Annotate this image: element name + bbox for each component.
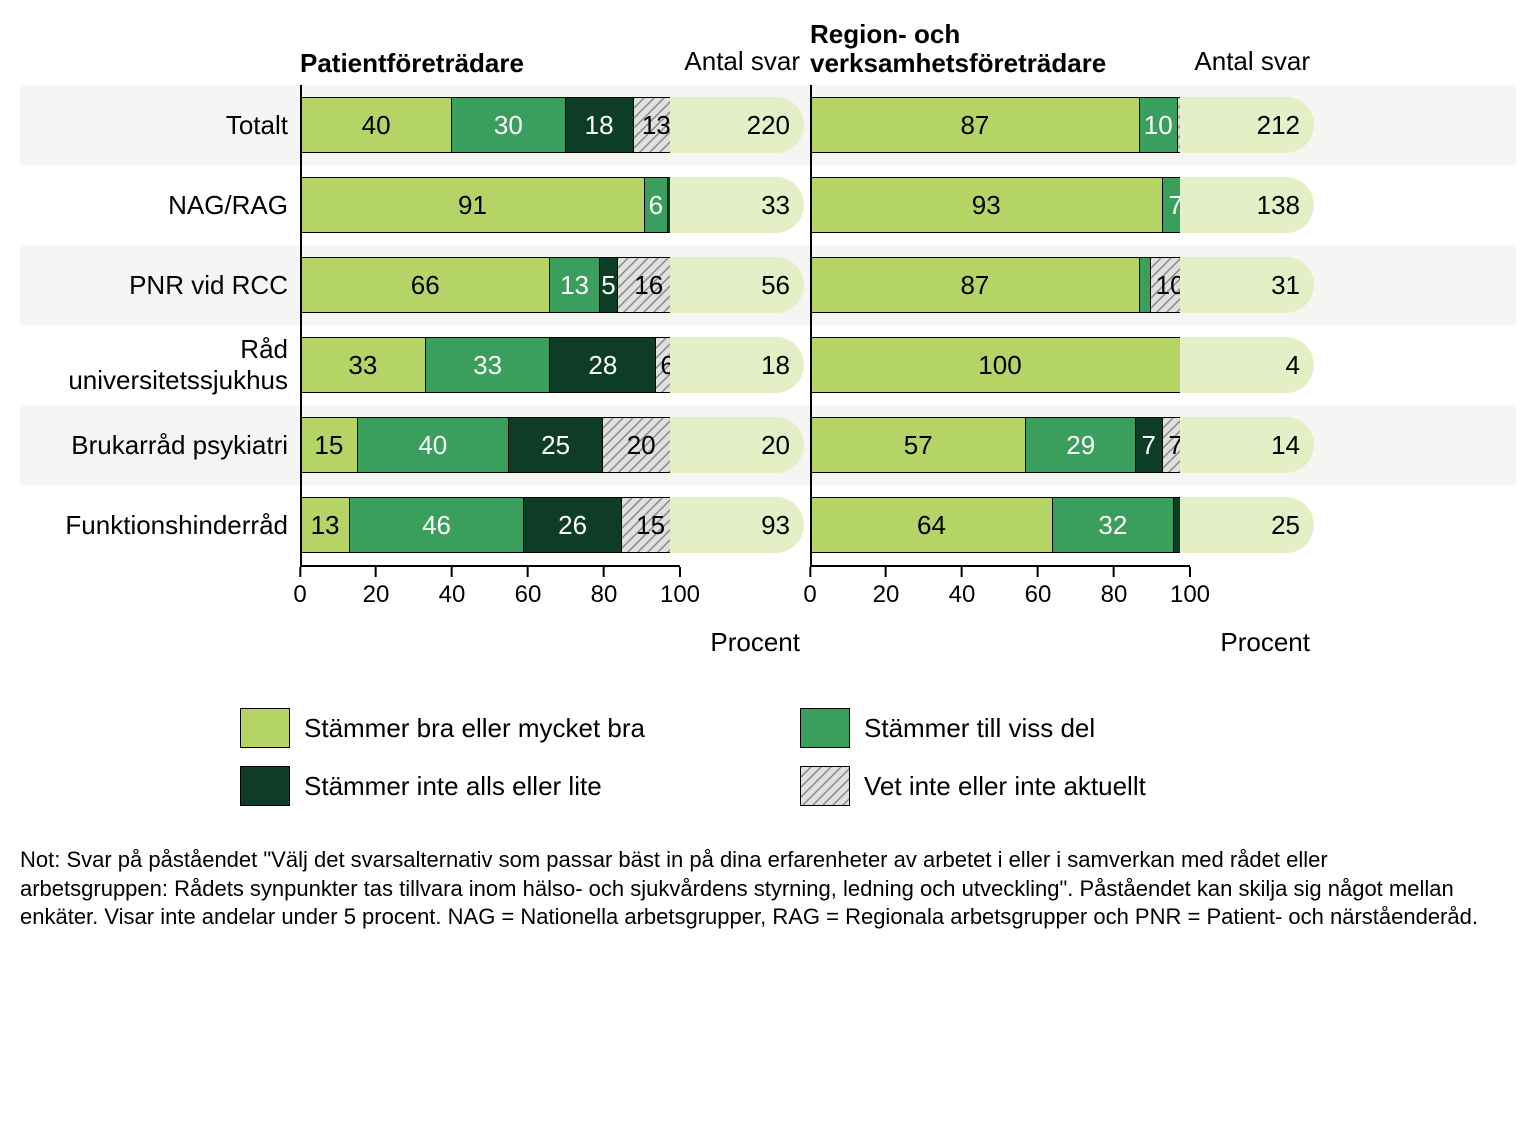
data-row: PNR vid RCC661351656871031	[20, 245, 1516, 325]
antal-value: 20	[761, 430, 790, 461]
bar-segment: 25	[509, 418, 604, 472]
bar-segment: 87	[811, 258, 1140, 312]
legend-item: Stämmer till viss del	[800, 708, 1320, 748]
bar-segment: 29	[1026, 418, 1136, 472]
bar-segment: 26	[524, 498, 622, 552]
antal-value: 212	[1257, 110, 1300, 141]
axis-tick: 80	[1101, 567, 1128, 609]
legend-item: Stämmer inte alls eller lite	[240, 766, 760, 806]
bar-segment	[1140, 258, 1151, 312]
legend-label: Vet inte eller inte aktuellt	[864, 771, 1146, 802]
footnote: Not: Svar på påståendet "Välj det svarsa…	[20, 846, 1480, 932]
row-label: NAG/RAG	[20, 190, 300, 221]
rows: Totalt403018132208710212NAG/RAG916339371…	[20, 85, 1516, 565]
axis-ticks-left: 020406080100	[300, 567, 680, 617]
axis-tick: 100	[1170, 567, 1210, 609]
row-label: Råd universitetssjukhus	[20, 334, 300, 396]
bar-segment: 13	[550, 258, 599, 312]
bar-segment: 46	[350, 498, 524, 552]
left-panel-title: Patientföreträdare	[300, 49, 680, 78]
bar-segment: 20	[603, 418, 679, 472]
data-row: Brukarråd psykiatri154025202057297714	[20, 405, 1516, 485]
antal-value: 93	[761, 510, 790, 541]
row-label: Funktionshinderråd	[20, 510, 300, 541]
legend-label: Stämmer bra eller mycket bra	[304, 713, 645, 744]
bar-segment: 66	[301, 258, 550, 312]
axis-ticks-right: 020406080100	[810, 567, 1190, 617]
chart: Patientföreträdare Antal svar Region- oc…	[20, 20, 1516, 932]
bar-segment: 32	[1053, 498, 1174, 552]
bar-segment: 64	[811, 498, 1053, 552]
bar-segment: 15	[301, 418, 358, 472]
bar-segment: 7	[1136, 418, 1162, 472]
axis-tick: 60	[1025, 567, 1052, 609]
antal-value: 4	[1286, 350, 1300, 381]
bar-segment: 18	[566, 98, 634, 152]
antal-value: 18	[761, 350, 790, 381]
axis-tick: 40	[439, 567, 466, 609]
row-label: Totalt	[20, 110, 300, 141]
bar-segment: 91	[301, 178, 645, 232]
header-row: Patientföreträdare Antal svar Region- oc…	[20, 20, 1516, 77]
axis-label-right: Procent	[810, 627, 1320, 658]
bar-segment: 6	[645, 178, 668, 232]
bar-segment: 30	[452, 98, 565, 152]
bar-segment: 100	[811, 338, 1189, 392]
axis-tick: 20	[873, 567, 900, 609]
legend-label: Stämmer till viss del	[864, 713, 1095, 744]
legend-item: Stämmer bra eller mycket bra	[240, 708, 760, 748]
bar-segment: 40	[301, 98, 452, 152]
right-panel-title: Region- ochverksamhetsföreträdare	[810, 20, 1190, 77]
bar-segment: 33	[301, 338, 426, 392]
data-row: Råd universitetssjukhus3333286181004	[20, 325, 1516, 405]
antal-header-right: Antal svar	[1190, 46, 1320, 77]
antal-header-left: Antal svar	[680, 46, 810, 77]
axis-label-left: Procent	[300, 627, 810, 658]
legend: Stämmer bra eller mycket bra Stämmer till…	[240, 708, 1516, 806]
legend-item: Vet inte eller inte aktuellt	[800, 766, 1320, 806]
antal-value: 220	[747, 110, 790, 141]
data-row: Totalt403018132208710212	[20, 85, 1516, 165]
axis-tick: 80	[591, 567, 618, 609]
antal-value: 56	[761, 270, 790, 301]
row-label: Brukarråd psykiatri	[20, 430, 300, 461]
bar-segment: 10	[1140, 98, 1178, 152]
legend-label: Stämmer inte alls eller lite	[304, 771, 602, 802]
bar-segment: 93	[811, 178, 1163, 232]
bar-segment: 13	[301, 498, 350, 552]
bar-segment: 87	[811, 98, 1140, 152]
data-row: Funktionshinderråd1346261593643225	[20, 485, 1516, 565]
antal-value: 31	[1271, 270, 1300, 301]
bar-segment: 33	[426, 338, 551, 392]
antal-value: 33	[761, 190, 790, 221]
antal-value: 25	[1271, 510, 1300, 541]
axis-tick: 40	[949, 567, 976, 609]
antal-value: 138	[1257, 190, 1300, 221]
axis-tick: 60	[515, 567, 542, 609]
bar-segment: 5	[600, 258, 619, 312]
axis-tick: 0	[293, 567, 306, 609]
bar-segment: 40	[358, 418, 509, 472]
axis-tick: 0	[803, 567, 816, 609]
bar-segment: 28	[550, 338, 656, 392]
axis-tick: 100	[660, 567, 700, 609]
bar-segment: 57	[811, 418, 1026, 472]
data-row: NAG/RAG91633937138	[20, 165, 1516, 245]
axis-tick: 20	[363, 567, 390, 609]
antal-value: 14	[1271, 430, 1300, 461]
row-label: PNR vid RCC	[20, 270, 300, 301]
